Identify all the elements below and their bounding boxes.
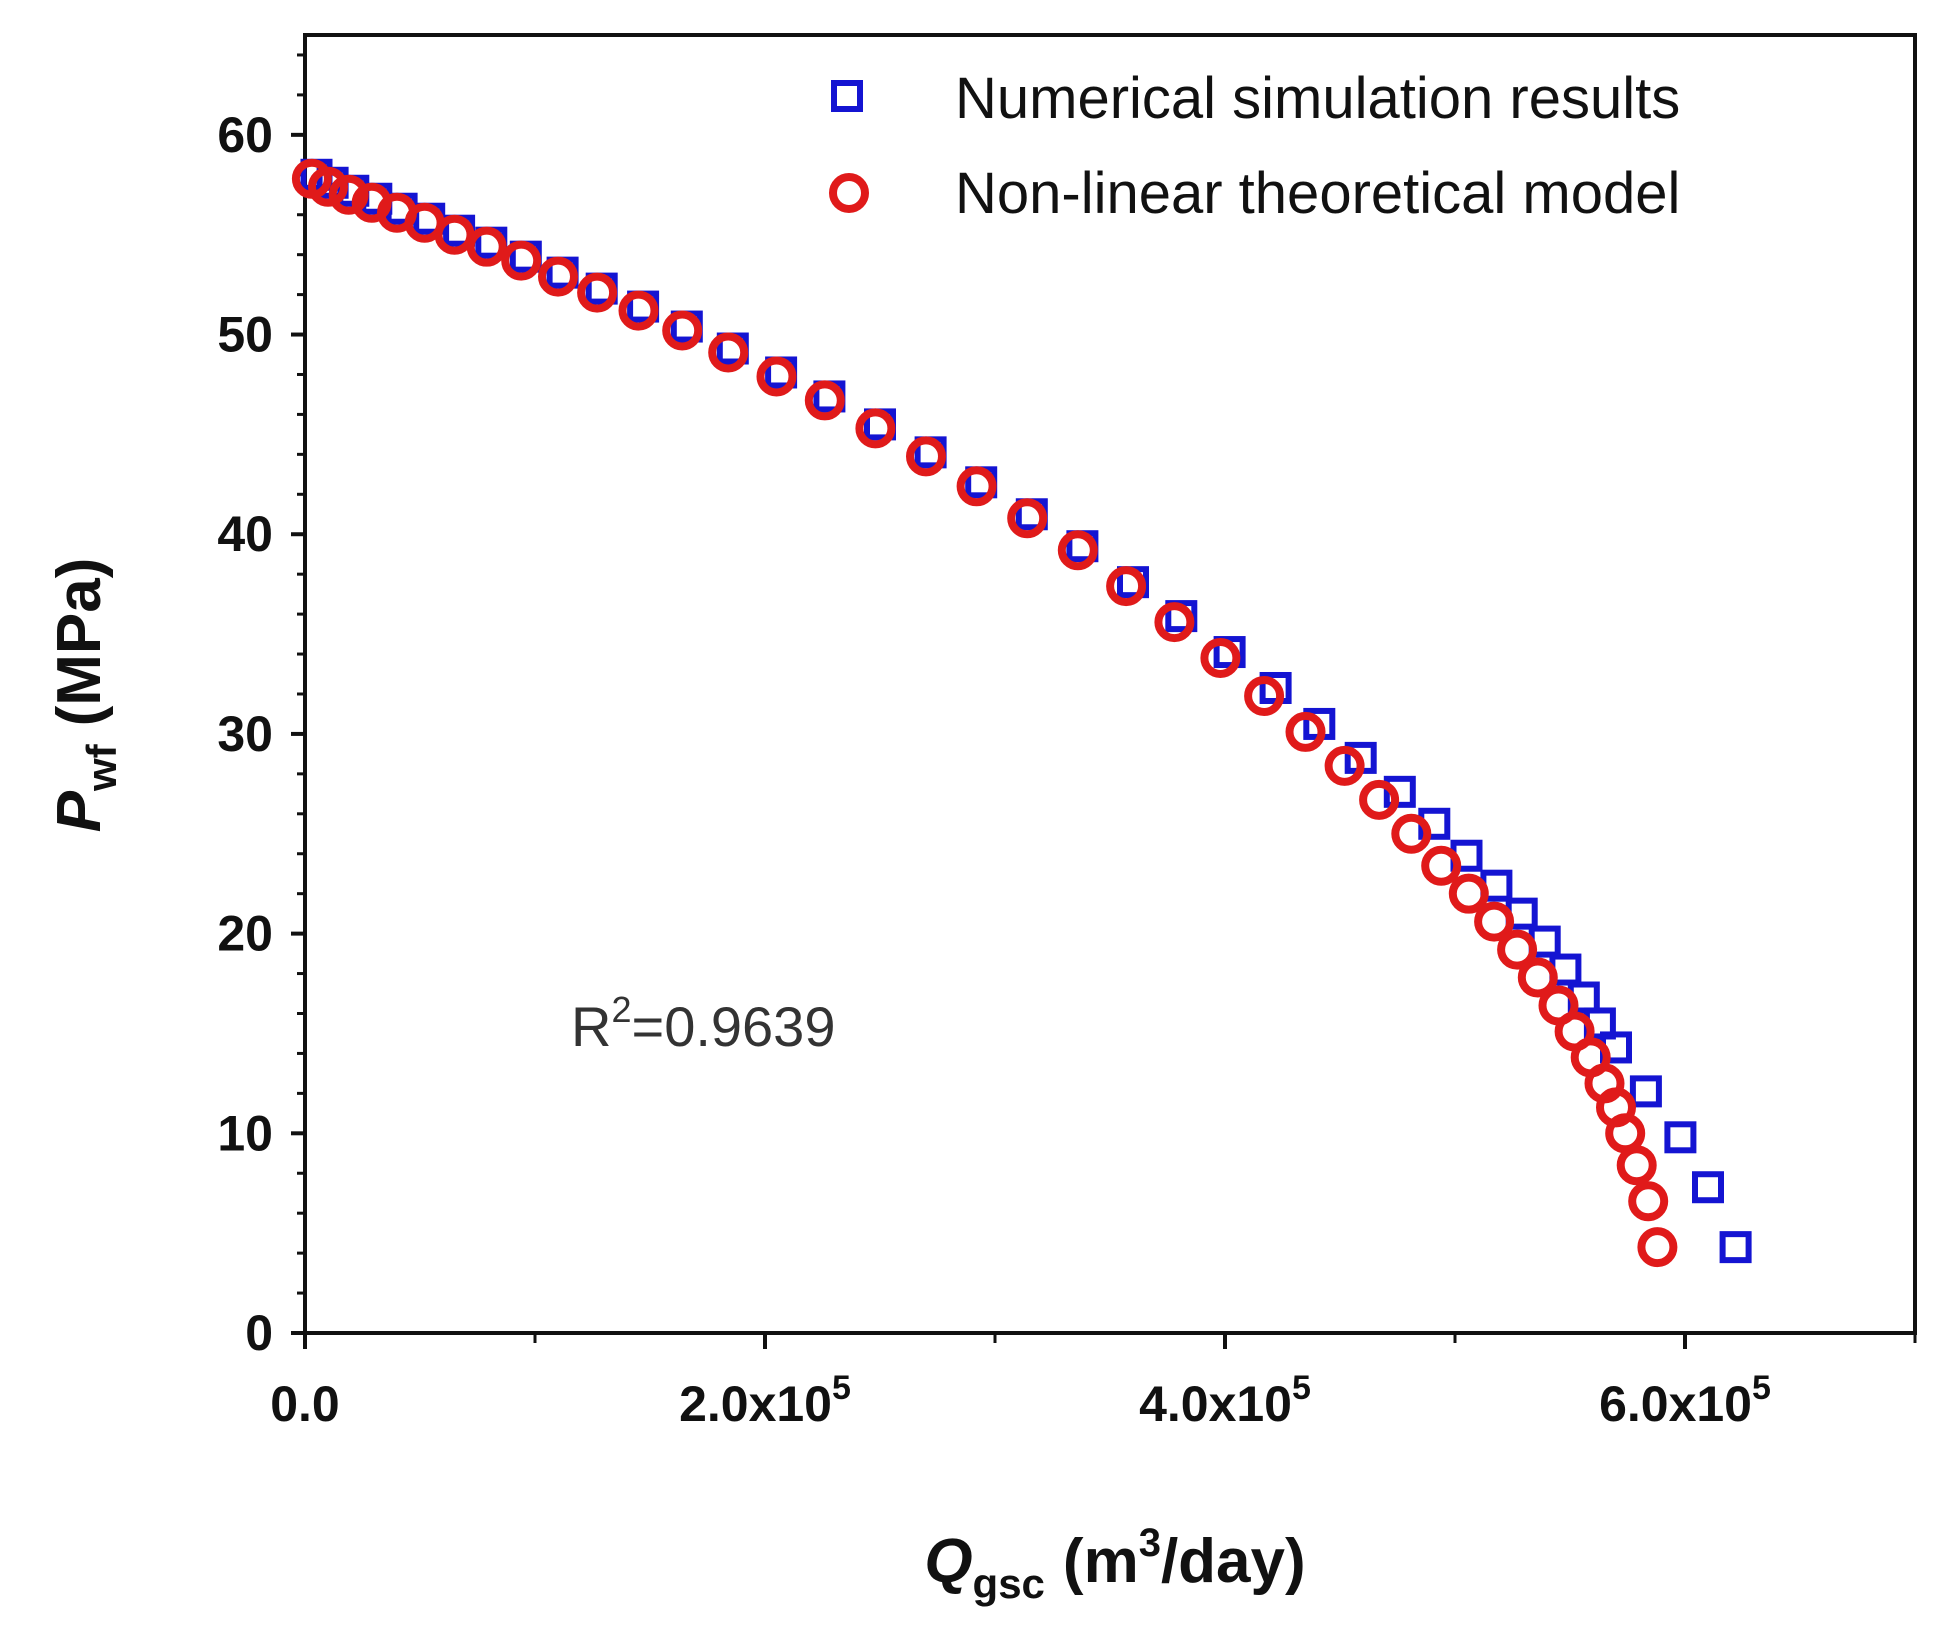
- legend-square-marker: [831, 80, 863, 112]
- x-tick-label: 4.0x105: [1139, 1369, 1311, 1432]
- x-tick-label: 2.0x105: [679, 1369, 851, 1432]
- x-axis-title-sub: gsc: [973, 1560, 1045, 1607]
- x-tick-label: 0.0: [270, 1376, 340, 1432]
- theoretical-point: [1448, 873, 1489, 914]
- y-tick-label: 40: [217, 506, 273, 562]
- theoretical-point: [1517, 957, 1558, 998]
- y-axis-title: Pwf (MPa): [45, 558, 125, 833]
- ticks-layer: 0 10 20 30 40 50 60 0.0 2.0x105 4.0x105 6.0x105: [217, 53, 1917, 1432]
- legend-circle-marker: [829, 173, 869, 213]
- x-axis-title-main: Q: [924, 1527, 972, 1596]
- theoretical-point: [1637, 1227, 1678, 1268]
- y-axis-title-unit: (MPa): [45, 558, 114, 727]
- theoretical-point: [1359, 779, 1400, 820]
- theoretical-point: [1324, 745, 1365, 786]
- r-squared-prefix: R: [571, 995, 611, 1058]
- plot-frame: [303, 33, 1917, 1335]
- y-tick-label: 50: [217, 307, 273, 363]
- y-tick-label: 0: [245, 1305, 273, 1361]
- numerical-point: [1213, 636, 1246, 669]
- y-tick-label: 60: [217, 107, 273, 163]
- theoretical-point: [662, 310, 703, 351]
- theoretical-point: [328, 174, 369, 215]
- theoretical-point: [577, 272, 618, 313]
- x-axis-title-unit: (m: [1063, 1527, 1139, 1596]
- y-tick-label: 10: [217, 1105, 273, 1161]
- points-layer: [291, 158, 1752, 1268]
- y-tick-label: 20: [217, 906, 273, 962]
- legend-label-theoretical: Non-linear theoretical model: [955, 161, 1680, 226]
- theoretical-point: [708, 332, 749, 373]
- theoretical-point: [1106, 566, 1147, 607]
- theoretical-point: [618, 290, 659, 331]
- numerical-point: [1664, 1121, 1697, 1154]
- numerical-point: [1692, 1171, 1724, 1204]
- theoretical-point: [538, 256, 578, 297]
- theoretical-point: [1007, 498, 1048, 539]
- numerical-point: [1165, 600, 1198, 633]
- theoretical-point: [1154, 602, 1195, 643]
- y-axis-title-main: P: [45, 790, 114, 832]
- legend: Numerical simulation results Non-linear …: [829, 66, 1680, 226]
- numerical-point: [1629, 1075, 1662, 1108]
- y-axis-title-sub: wf: [78, 743, 125, 792]
- theoretical-point: [434, 214, 475, 255]
- y-tick-label: 30: [217, 706, 273, 762]
- x-axis-title-unit-post: /day): [1161, 1527, 1306, 1596]
- numerical-point: [1719, 1231, 1752, 1264]
- theoretical-point: [1200, 638, 1241, 679]
- theoretical-point: [1244, 675, 1285, 716]
- x-tick-label: 6.0x105: [1599, 1369, 1771, 1432]
- theoretical-point: [804, 380, 845, 421]
- theoretical-point: [855, 408, 896, 449]
- theoretical-point: [1616, 1145, 1657, 1186]
- theoretical-point: [756, 356, 797, 397]
- x-axis-title-unit-sup: 3: [1139, 1521, 1161, 1565]
- r-squared-annotation: R2=0.9639: [571, 989, 835, 1058]
- theoretical-point: [1628, 1181, 1669, 1222]
- theoretical-point: [1057, 530, 1098, 571]
- theoretical-point: [906, 436, 946, 477]
- theoretical-point: [466, 226, 507, 267]
- theoretical-point: [956, 466, 997, 507]
- legend-label-numerical: Numerical simulation results: [955, 66, 1680, 131]
- theoretical-point: [1474, 901, 1515, 942]
- r-squared-value: =0.9639: [631, 995, 835, 1058]
- numerical-point: [1383, 775, 1416, 808]
- series-numerical: [300, 158, 1752, 1264]
- r-squared-sup: 2: [611, 989, 631, 1030]
- theoretical-point: [1497, 929, 1538, 970]
- theoretical-point: [308, 166, 348, 207]
- x-axis-title: Qgsc (m3/day): [924, 1521, 1305, 1607]
- theoretical-point: [1391, 813, 1432, 854]
- theoretical-point: [501, 240, 542, 281]
- series-theoretical: [291, 158, 1678, 1268]
- theoretical-point: [1421, 845, 1462, 886]
- theoretical-point: [1285, 711, 1326, 752]
